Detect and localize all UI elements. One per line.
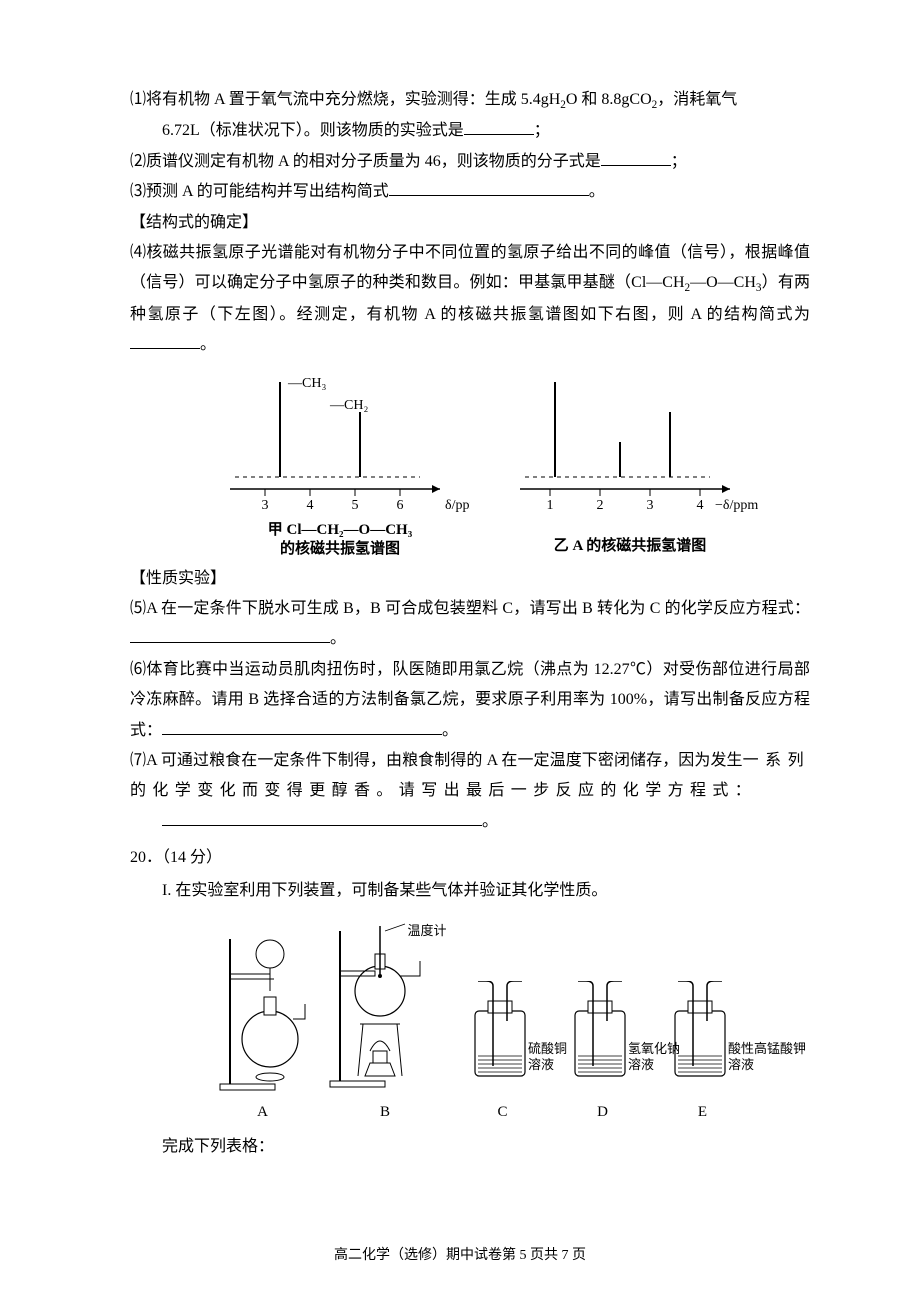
peak-label: —CH₂ <box>329 398 368 413</box>
apparatus-row: A 温度计 B <box>150 916 810 1126</box>
blank-field[interactable] <box>162 719 442 735</box>
xlabel: −δ/ppm <box>715 498 758 513</box>
blank-field[interactable] <box>389 180 589 196</box>
apparatus-e-label: E <box>660 1098 745 1127</box>
question-7: ⑺A 可通过粮食在一定条件下制得，由粮食制得的 A 在一定温度下密闭储存，因为发… <box>130 746 810 807</box>
tick: 4 <box>697 498 704 513</box>
q3-tail: 。 <box>589 183 605 200</box>
nmr-left-svg: 3 4 5 6 δ/ppm —CH₃ —CH₂ <box>210 369 470 519</box>
apparatus-c: 硫酸铜溶液 C <box>460 981 545 1126</box>
q1-text-b: O 和 8.8gCO <box>566 91 652 108</box>
blank-field[interactable] <box>130 627 330 643</box>
question-6: ⑹体育比赛中当运动员肌肉扭伤时，队医随即用氯乙烷（沸点为 12.27℃）对受伤部… <box>130 655 810 746</box>
nmr-charts: 3 4 5 6 δ/ppm —CH₃ —CH₂ 甲 Cl—CH₂—O—CH₃ 的… <box>160 369 810 560</box>
q7-tail: 。 <box>482 813 498 830</box>
tick: 3 <box>647 498 654 513</box>
q2-tail: ； <box>671 153 687 170</box>
thermometer-label: 温度计 <box>407 919 447 944</box>
apparatus-b-label: B <box>325 1098 445 1127</box>
q20-part1-text: 在实验室利用下列装置，可制备某些气体并验证其化学性质。 <box>175 882 607 899</box>
nmr-right-svg: 1 2 3 4 −δ/ppm <box>500 369 770 519</box>
q5-num: ⑸ <box>130 600 146 617</box>
question-1-line2: 6.72L（标准状况下）。则该物质的实验式是 ； <box>130 116 810 146</box>
nmr-left-chart: 3 4 5 6 δ/ppm —CH₃ —CH₂ 甲 Cl—CH₂—O—CH₃ 的… <box>210 369 470 560</box>
q4-tail: 。 <box>200 336 216 353</box>
q1-tail: ； <box>534 122 550 139</box>
q7-text: A 可通过粮食在一定条件下制得，由粮食制得的 A 在一定温度下密闭储存，因为发生 <box>146 752 743 769</box>
tick: 2 <box>597 498 604 513</box>
question-20: 20．（14 分） <box>130 843 810 873</box>
q4-text-b: —O—CH <box>690 274 756 291</box>
blank-field[interactable] <box>130 333 200 349</box>
apparatus-c-label: C <box>460 1098 545 1127</box>
q2-num: ⑵ <box>130 153 146 170</box>
apparatus-a-label: A <box>215 1098 310 1127</box>
question-5: ⑸A 在一定条件下脱水可生成 B，B 可合成包装塑料 C，请写出 B 转化为 C… <box>130 594 810 655</box>
blank-field[interactable] <box>464 119 534 135</box>
page-footer: 高二化学（选修）期中试卷第 5 页共 7 页 <box>0 1243 920 1270</box>
question-7-blank: 。 <box>130 807 810 837</box>
tick: 5 <box>352 498 359 513</box>
section-experiment-header: 【性质实验】 <box>130 564 810 594</box>
q2-text: 质谱仪测定有机物 A 的相对分子质量为 46，则该物质的分子式是 <box>146 153 601 170</box>
q1-text-a: 将有机物 A 置于氧气流中充分燃烧，实验测得：生成 5.4gH <box>146 91 560 108</box>
q3-num: ⑶ <box>130 183 146 200</box>
apparatus-d-label: D <box>560 1098 645 1127</box>
q5-tail: 。 <box>330 630 346 647</box>
apparatus-d-solution: 氢氧化钠溶液 <box>628 1041 688 1072</box>
tick: 4 <box>307 498 314 513</box>
question-3: ⑶预测 A 的可能结构并写出结构简式 。 <box>130 177 810 207</box>
question-2: ⑵质谱仪测定有机物 A 的相对分子质量为 46，则该物质的分子式是 ； <box>130 147 810 177</box>
nmr-right-chart: 1 2 3 4 −δ/ppm 乙 A 的核磁共振氢谱图 <box>500 369 760 560</box>
tick: 6 <box>397 498 404 513</box>
table-prompt: 完成下列表格： <box>130 1132 810 1162</box>
q3-text: 预测 A 的可能结构并写出结构简式 <box>146 183 389 200</box>
q1-line2: 6.72L（标准状况下）。则该物质的实验式是 <box>162 122 464 139</box>
tick: 1 <box>547 498 554 513</box>
q7-num: ⑺ <box>130 752 146 769</box>
tick: 3 <box>262 498 269 513</box>
q5-text: A 在一定条件下脱水可生成 B，B 可合成包装塑料 C，请写出 B 转化为 C … <box>146 600 810 617</box>
caption-l2: 的核磁共振氢谱图 <box>210 540 470 560</box>
question-1: ⑴将有机物 A 置于氧气流中充分燃烧，实验测得：生成 5.4gH2O 和 8.8… <box>130 85 810 116</box>
q1-text-c: ，消耗氧气 <box>657 91 737 108</box>
apparatus-e-solution: 酸性高锰酸钾溶液 <box>728 1041 808 1072</box>
nmr-left-caption: 甲 Cl—CH₂—O—CH₃ 的核磁共振氢谱图 <box>210 521 470 560</box>
q4-num: ⑷ <box>130 244 146 261</box>
apparatus-b: 温度计 B <box>325 916 445 1126</box>
q6-tail: 。 <box>442 722 458 739</box>
nmr-right-caption: 乙 A 的核磁共振氢谱图 <box>500 537 760 557</box>
apparatus-a: A <box>215 919 310 1127</box>
caption-l1: 甲 Cl—CH₂—O—CH₃ <box>210 521 470 541</box>
xlabel: δ/ppm <box>445 498 470 513</box>
apparatus-c-solution: 硫酸铜溶液 <box>528 1041 578 1072</box>
question-4: ⑷核磁共振氢原子光谱能对有机物分子中不同位置的氢原子给出不同的峰值（信号），根据… <box>130 238 810 361</box>
q1-num: ⑴ <box>130 91 146 108</box>
section-structure-header: 【结构式的确定】 <box>130 208 810 238</box>
q20-part1-label: I. <box>162 882 171 899</box>
q20-num: 20． <box>130 849 162 866</box>
question-20-part1: I. 在实验室利用下列装置，可制备某些气体并验证其化学性质。 <box>130 876 810 906</box>
q6-num: ⑹ <box>130 661 146 678</box>
q20-points: （14 分） <box>162 849 222 866</box>
peak-label: —CH₃ <box>287 376 326 391</box>
blank-field[interactable] <box>162 810 482 826</box>
blank-field[interactable] <box>601 150 671 166</box>
